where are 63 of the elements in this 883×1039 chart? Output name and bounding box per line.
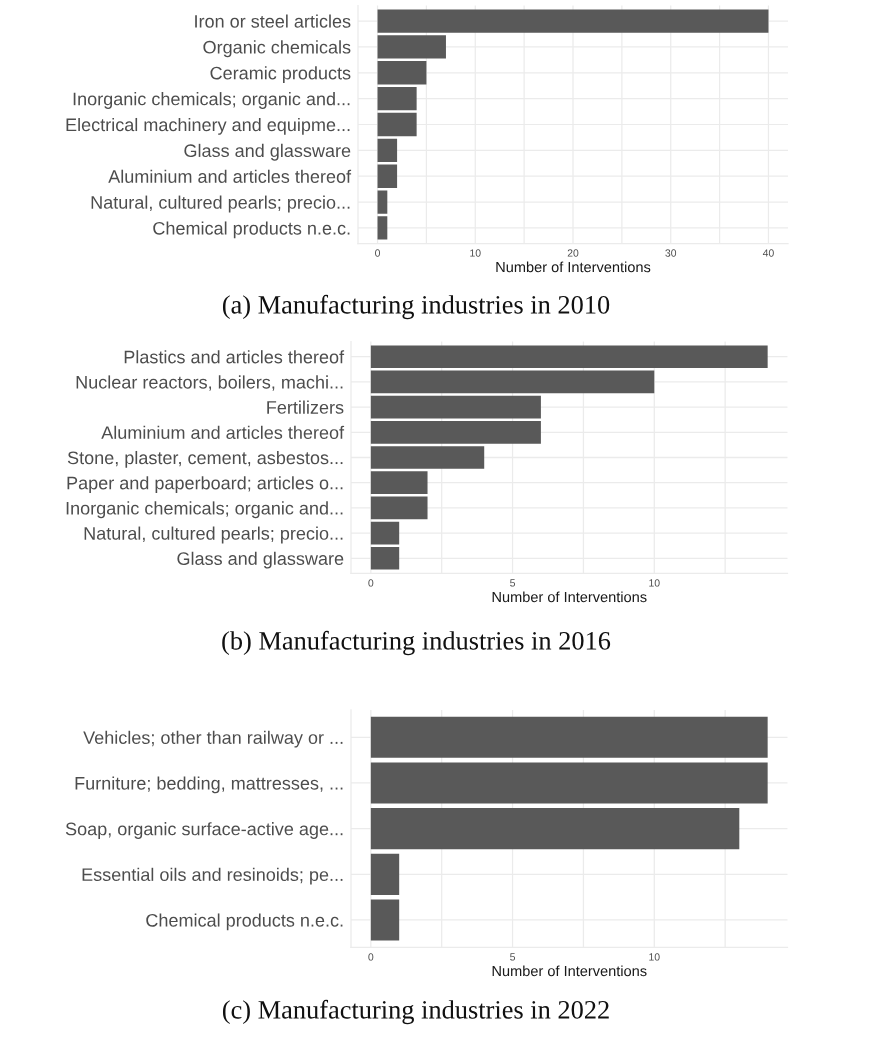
bar (377, 35, 446, 59)
bar (377, 216, 388, 240)
y-tick-label: Fertilizers (267, 400, 344, 414)
x-tick-label: 5 (510, 953, 516, 961)
bar (377, 61, 427, 85)
bar (370, 521, 400, 545)
bar (377, 9, 769, 33)
text: (a) Manufacturing industries in 2010 (222, 294, 610, 320)
bar (370, 496, 428, 520)
bar (370, 762, 768, 804)
y-tick-label: Iron or steel articles (195, 14, 351, 28)
y-tick-label: Organic chemicals (203, 40, 351, 58)
y-tick-label: Natural, cultured pearls; precio... (84, 526, 343, 544)
y-tick-label: Glass and glassware (184, 143, 351, 161)
bar (370, 370, 655, 394)
text: (b) Manufacturing industries in 2016 (222, 630, 611, 656)
y-tick-label: Vehicles; other than railway or ... (83, 730, 343, 748)
bar (370, 546, 400, 570)
y-tick-label: Nuclear reactors, boilers, machi... (76, 375, 343, 391)
bar (377, 112, 417, 137)
x-tick-label: 40 (762, 249, 774, 257)
y-tick-label: Aluminium and articles thereof (101, 425, 345, 440)
x-axis-title: Number of Interventions (492, 591, 647, 603)
bar (377, 164, 398, 188)
y-tick-label: Ceramic products (210, 66, 351, 84)
bar (370, 420, 541, 444)
bar (370, 808, 740, 850)
y-tick-label: Natural, cultured pearls; precio... (91, 195, 350, 213)
bar (370, 471, 428, 495)
text: (c) Manufacturing industries in 2022 (222, 999, 609, 1025)
bar (370, 446, 485, 469)
x-tick-label: 20 (567, 249, 579, 257)
bar (370, 345, 768, 369)
y-tick-label: Chemical products n.e.c. (146, 913, 343, 931)
y-tick-label: Inorganic chemicals; organic and... (73, 92, 350, 109)
x-tick-label: 0 (375, 249, 381, 257)
x-tick-label: 0 (368, 579, 374, 587)
y-tick-label: Aluminium and articles thereof (108, 169, 352, 183)
x-tick-label: 10 (649, 953, 660, 961)
y-tick-label: Inorganic chemicals; organic and... (66, 501, 343, 519)
x-tick-label: 10 (649, 579, 660, 587)
x-tick-label: 30 (665, 249, 677, 257)
bar (370, 395, 541, 419)
y-tick-label: Chemical products n.e.c. (153, 221, 350, 239)
x-tick-label: 0 (368, 953, 374, 961)
bar (377, 86, 417, 111)
bar (377, 138, 398, 163)
y-tick-label: Paper and paperboard; articles o... (67, 476, 343, 493)
x-axis-title: Number of Interventions (492, 965, 647, 977)
y-tick-label: Soap, organic surface-active age... (65, 822, 343, 839)
y-tick-label: Furniture; bedding, mattresses, ... (75, 776, 343, 794)
x-tick-label: 10 (470, 249, 481, 257)
y-tick-label: Glass and glassware (177, 551, 344, 569)
bar (370, 899, 400, 941)
y-tick-label: Essential oils and resinoids; pe... (82, 867, 343, 885)
y-tick-label: Electrical machinery and equipme... (66, 117, 350, 135)
bar (370, 716, 768, 758)
bar (377, 190, 388, 214)
y-tick-label: Plastics and articles thereof (124, 350, 345, 364)
x-tick-label: 5 (510, 579, 516, 587)
y-tick-label: Stone, plaster, cement, asbestos... (67, 450, 343, 468)
x-axis-title: Number of Interventions (496, 261, 651, 273)
bar (370, 853, 400, 895)
